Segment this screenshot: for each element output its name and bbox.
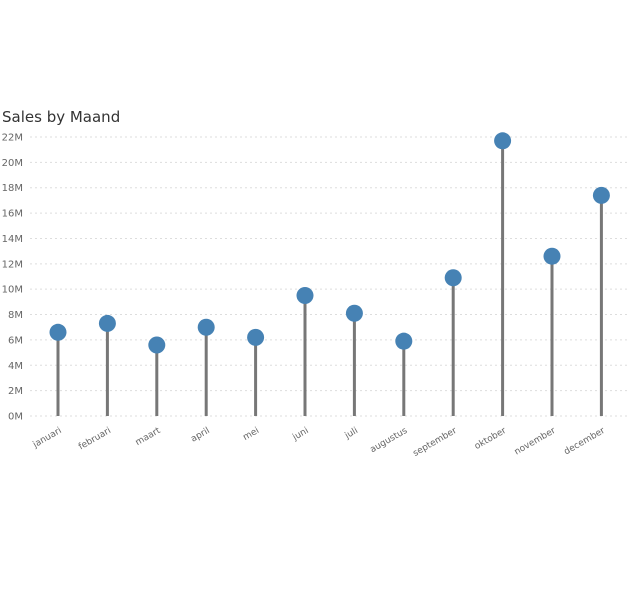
y-tick-label: 20M [2, 158, 23, 169]
x-axis: januari februari maart april mei juni juli augu… [31, 426, 607, 459]
marker-maart[interactable] [148, 336, 166, 354]
x-tick-label: juni [290, 426, 310, 443]
y-tick-label: 10M [2, 285, 23, 296]
x-tick-label: november [513, 426, 558, 458]
marker-oktober[interactable] [494, 132, 512, 150]
y-tick-label: 0M [8, 412, 23, 423]
x-tick-label: september [411, 426, 458, 459]
marker-april[interactable] [197, 318, 215, 336]
x-tick-label: mei [242, 426, 262, 443]
y-tick-label: 12M [2, 259, 23, 270]
x-tick-label: augustus [369, 426, 410, 455]
grid-lines [30, 136, 630, 417]
x-tick-label: februari [77, 426, 113, 452]
x-tick-label: april [189, 426, 211, 445]
x-tick-label: oktober [473, 426, 508, 452]
y-tick-label: 14M [2, 234, 23, 245]
stems [56, 140, 603, 416]
y-tick-label: 16M [2, 209, 23, 220]
x-tick-label: maart [134, 426, 163, 448]
y-tick-label: 2M [8, 386, 23, 397]
marker-mei[interactable] [247, 328, 265, 346]
x-tick-label: juli [343, 426, 360, 442]
y-tick-label: 18M [2, 183, 23, 194]
chart-title: Sales by Maand [2, 108, 121, 126]
y-tick-label: 22M [2, 133, 23, 144]
y-tick-label: 8M [8, 310, 23, 321]
marker-januari[interactable] [49, 323, 67, 341]
y-tick-label: 4M [8, 361, 23, 372]
y-axis: 0M 2M 4M 6M 8M 10M 12M 14M 16M 18M 20M 22M [2, 133, 23, 423]
x-tick-label: december [563, 426, 608, 458]
marker-september[interactable] [444, 269, 462, 287]
marker-juli[interactable] [345, 304, 363, 322]
marker-februari[interactable] [98, 314, 116, 332]
x-tick-label: januari [31, 426, 64, 451]
marker-november[interactable] [543, 247, 561, 265]
marker-augustus[interactable] [395, 332, 413, 350]
marker-december[interactable] [592, 186, 610, 204]
y-tick-label: 6M [8, 335, 23, 346]
markers [49, 132, 610, 354]
marker-juni[interactable] [296, 287, 314, 305]
